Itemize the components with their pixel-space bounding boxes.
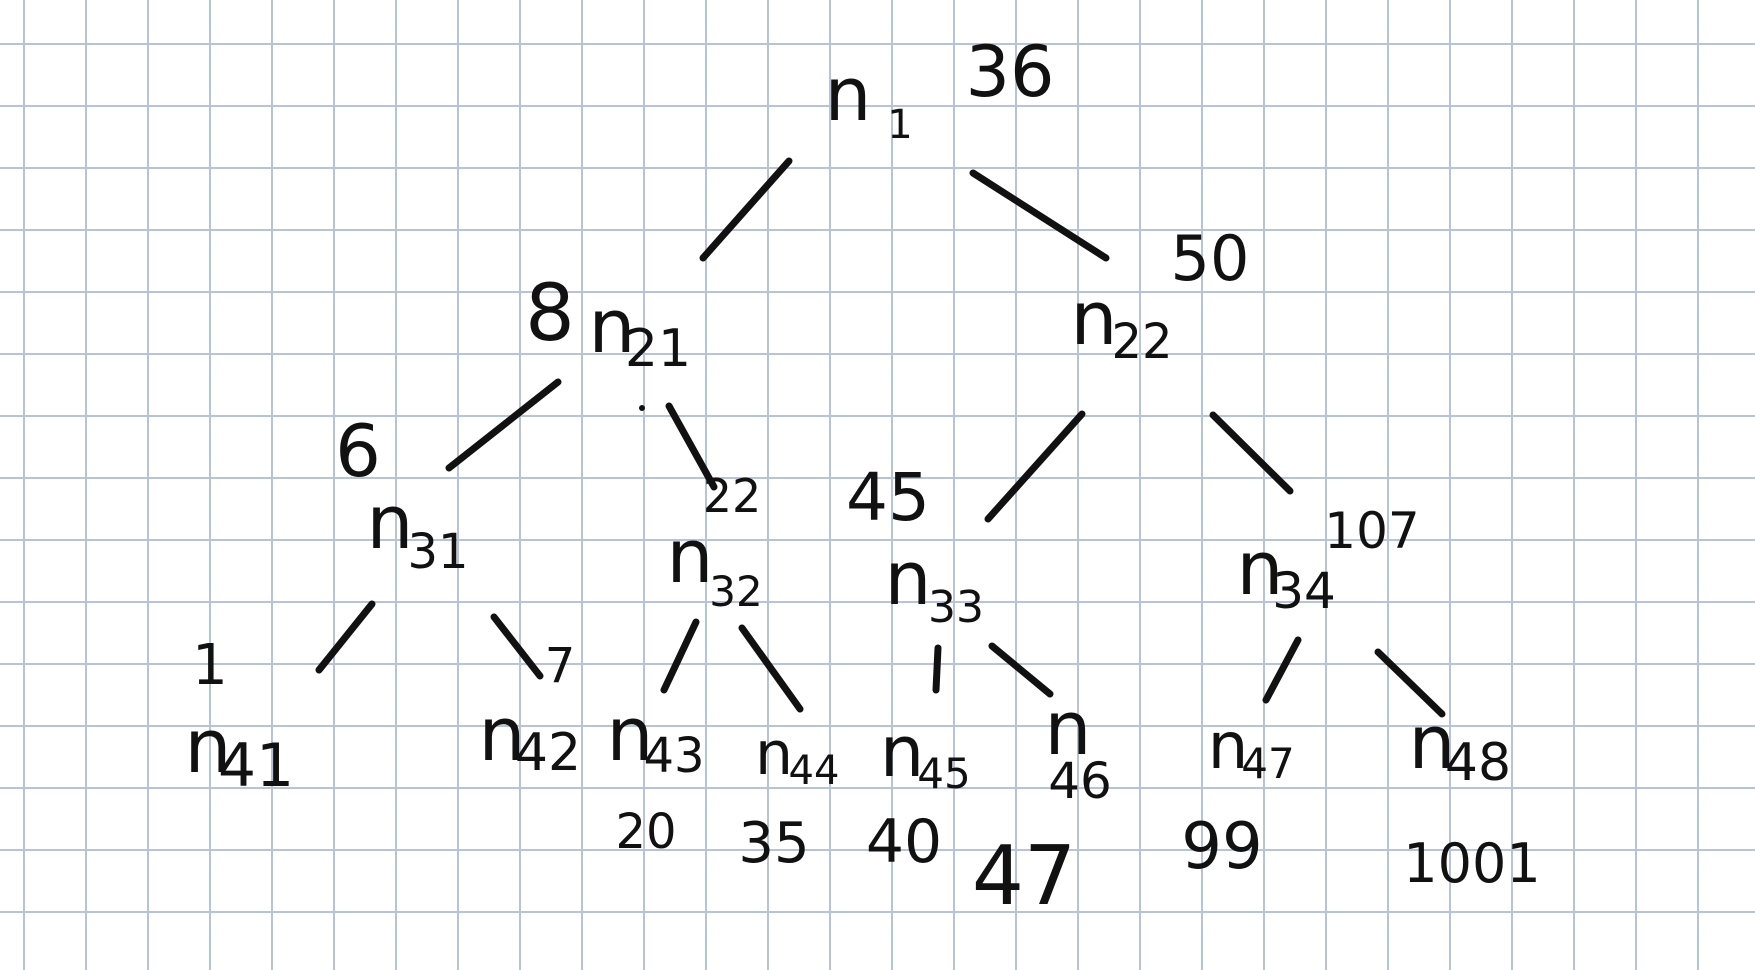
edge-n1-n21 <box>699 157 793 262</box>
node-label-base: n <box>1409 700 1456 786</box>
node-n46: n46 <box>1045 686 1112 810</box>
node-label-subscript: 31 <box>407 524 468 580</box>
node-value-n47: 99 <box>1181 810 1262 884</box>
node-values: 36 8 50 6 22 45 107 1 7 20 35 40 47 99 1001 <box>192 31 1541 924</box>
node-n45: n45 <box>880 711 971 798</box>
node-label-subscript: 46 <box>1048 752 1112 810</box>
node-value-n48: 1001 <box>1403 832 1540 895</box>
node-n43: n43 <box>607 692 705 784</box>
node-label-subscript: 41 <box>218 731 294 801</box>
edge-n21-n32 <box>665 402 718 491</box>
node-label-base: n <box>755 719 793 789</box>
node-label-subscript: 47 <box>1241 739 1294 788</box>
node-label-base: n <box>1071 276 1118 362</box>
node-value-n1: 36 <box>965 31 1054 113</box>
node-label-base: n <box>667 514 714 600</box>
node-label-subscript: 44 <box>789 748 840 794</box>
node-n41: n41 <box>185 704 295 801</box>
node-label-subscript: 22 <box>1111 314 1172 370</box>
edge-n34-n47 <box>1262 636 1302 704</box>
node-value-n43: 20 <box>615 804 676 860</box>
node-n32: n32 <box>667 514 763 616</box>
node-value-n44: 35 <box>738 811 809 876</box>
node-label-subscript: 43 <box>643 728 704 784</box>
node-value-n33: 45 <box>846 459 930 536</box>
node-value-n41: 1 <box>192 633 228 698</box>
edge-n33-n46 <box>988 642 1054 698</box>
edge-n34-n48 <box>1374 648 1446 718</box>
node-value-n22: 50 <box>1171 222 1250 295</box>
edge-n22-n33 <box>984 410 1086 523</box>
node-n44: n44 <box>755 719 839 794</box>
node-value-n32: 22 <box>703 469 762 523</box>
node-label-base: n <box>1208 710 1249 784</box>
node-n48: n48 <box>1409 700 1512 793</box>
node-n22: n22 <box>1071 276 1173 370</box>
node-n31: n31 <box>367 480 469 580</box>
node-label-subscript: 42 <box>515 723 581 783</box>
node-n34: n34 <box>1237 526 1336 620</box>
node-label-subscript: 45 <box>917 749 970 798</box>
node-value-n34: 107 <box>1324 502 1419 560</box>
edge-n31-n42 <box>490 613 544 680</box>
node-label-base: n <box>825 52 872 138</box>
node-label-base: n <box>479 692 526 778</box>
node-label-base: n <box>885 536 932 622</box>
node-label-base: n <box>367 480 414 566</box>
node-n33: n33 <box>885 536 984 633</box>
edge-n22-n34 <box>1209 411 1294 495</box>
node-label-subscript: 32 <box>709 567 762 616</box>
node-label-base: n <box>1045 686 1092 772</box>
node-label-base: n <box>589 284 636 370</box>
node-value-n21: 8 <box>525 269 575 359</box>
edge-n21-n31 <box>445 378 562 472</box>
node-n21: n21 <box>589 284 692 379</box>
node-value-n45: 40 <box>866 807 942 877</box>
node-value-n31: 6 <box>335 409 381 493</box>
node-value-n42: 7 <box>545 638 576 694</box>
stray-marks <box>639 405 645 411</box>
edge-n33-n45 <box>932 644 942 694</box>
node-label-subscript: 33 <box>928 582 984 633</box>
node-label-base: n <box>880 711 924 793</box>
edge-n1-n22 <box>969 169 1110 262</box>
stray-dot-mark <box>639 405 645 411</box>
node-label-subscript: 21 <box>625 319 691 379</box>
tree-edges <box>315 157 1446 718</box>
node-n42: n42 <box>479 692 582 783</box>
node-label-subscript: 1 <box>887 102 912 148</box>
edge-n32-n44 <box>738 624 804 713</box>
node-label-base: n <box>607 692 654 778</box>
node-value-n46: 47 <box>972 829 1076 924</box>
node-n47: n47 <box>1208 710 1295 788</box>
edge-n32-n43 <box>660 618 700 694</box>
edge-n31-n41 <box>315 600 376 674</box>
node-label-base: n <box>185 704 232 790</box>
node-label-subscript: 34 <box>1272 562 1336 620</box>
node-label-subscript: 48 <box>1445 733 1511 793</box>
node-label-base: n <box>1237 526 1284 612</box>
